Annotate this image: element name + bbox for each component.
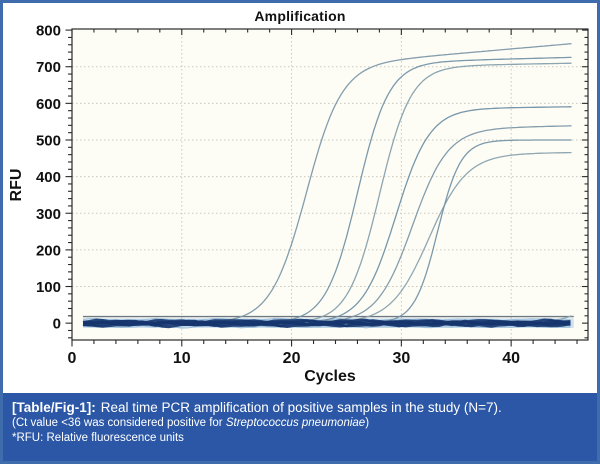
caption-title-text: Real time PCR amplification of positive …	[100, 400, 502, 415]
chart-title: Amplification	[254, 8, 346, 24]
caption-line-3: *RFU: Relative fluorescence units	[12, 431, 184, 444]
tick-label: 0	[53, 316, 61, 333]
tick-label: 300	[36, 206, 61, 223]
tick-label: 500	[36, 132, 61, 149]
tick-label: 700	[36, 59, 61, 76]
tick-label: 100	[36, 279, 61, 296]
baseline-noise-dark	[82, 318, 571, 329]
tick-label: 600	[36, 96, 61, 113]
plot-background	[72, 29, 588, 340]
tick-label: 30	[392, 350, 410, 367]
x-axis-label: Cycles	[304, 368, 356, 385]
tick-label: 0	[68, 350, 77, 367]
caption-line-2: (Ct value <36 was considered positive fo…	[12, 417, 370, 429]
tick-label: 200	[36, 242, 61, 259]
tick-label: 40	[502, 350, 520, 367]
tick-label: 10	[173, 350, 191, 367]
tick-label: 400	[36, 169, 61, 186]
figure-caption-bar: [Table/Fig-1]: Real time PCR amplificatio…	[3, 393, 597, 461]
caption-species-italic: Streptococcus pneumoniae	[225, 417, 366, 429]
axis-ticks	[65, 29, 588, 347]
tick-label: 800	[36, 23, 61, 40]
caption-line-1: [Table/Fig-1]: Real time PCR amplificatio…	[12, 399, 588, 416]
caption-figure-label: [Table/Fig-1]:	[12, 400, 96, 415]
tick-label: 20	[283, 350, 301, 367]
